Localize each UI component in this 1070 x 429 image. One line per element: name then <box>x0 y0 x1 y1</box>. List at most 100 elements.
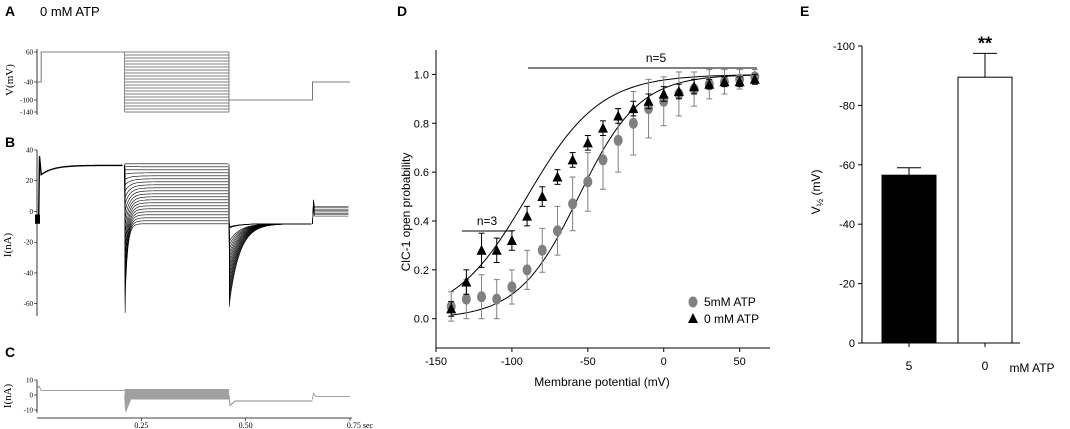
panel-b-step-trace <box>124 165 229 168</box>
panel-d-ytick-label: 0.8 <box>414 118 429 130</box>
panel-c-xtick-label: 0.25 <box>134 421 148 429</box>
panel-b-step-trace <box>124 165 229 221</box>
panel-b-tail-trace <box>228 217 312 228</box>
panel-a-ytick-label: 60 <box>26 49 34 57</box>
panel-b-step-trace <box>124 165 229 181</box>
panel-c-step-spike <box>124 394 132 412</box>
data-point-0mm <box>628 103 639 114</box>
data-point-0mm <box>446 303 457 314</box>
data-point-0mm <box>613 110 624 121</box>
panel-b-step-trace <box>124 165 229 175</box>
panel-d-legend: 5mM ATP 0 mM ATP <box>688 295 759 326</box>
panel-b-leak-band <box>35 214 40 224</box>
data-point-0mm <box>567 154 578 165</box>
panel-d-ytick-label: 0.0 <box>414 314 429 326</box>
panel-b-ytick-label: 20 <box>26 177 34 185</box>
data-point-0mm <box>734 76 745 87</box>
bar-5mm <box>881 174 937 344</box>
panel-d-xtick-label: 50 <box>734 356 746 368</box>
data-point-5mm <box>568 198 578 210</box>
legend-label-0mm: 0 mM ATP <box>704 312 759 326</box>
panel-letter-e: E <box>800 3 809 19</box>
panel-d-xtick-label: -150 <box>425 356 447 368</box>
panel-b-step-trace <box>124 165 229 199</box>
panel-b-post-trace <box>312 208 349 224</box>
panel-b-step-trace <box>124 163 229 166</box>
panel-d-ytick-label: 0.6 <box>414 167 429 179</box>
data-point-5mm <box>492 293 502 305</box>
panel-e-ylabel: V½ (mV) <box>809 170 825 215</box>
data-point-5mm <box>583 176 593 188</box>
panel-e-v-half-bar-chart: V½ (mV) -100 -80 -60 -40 -20 0 5 0 mM ATP ** <box>809 33 1055 375</box>
panel-a-ytick-label: -140 <box>20 109 33 117</box>
panel-b-step-trace <box>124 165 229 273</box>
panel-b-step-trace <box>124 165 229 283</box>
data-point-0mm <box>704 78 715 89</box>
data-point-5mm <box>628 117 638 129</box>
panel-b-step-trace <box>124 165 229 206</box>
data-point-0mm <box>537 191 548 202</box>
data-point-0mm <box>582 137 593 148</box>
panel-e-ytick-label: -40 <box>839 219 855 231</box>
panel-b-current-traces: I(nA) 40 20 0 -20 -40 -60 <box>2 147 349 316</box>
legend-label-5mm: 5mM ATP <box>704 295 756 309</box>
bar-0mm <box>957 76 1013 344</box>
data-point-5mm <box>522 264 532 276</box>
data-point-0mm <box>749 73 760 84</box>
panel-b-post-trace <box>312 203 349 224</box>
data-point-5mm <box>552 225 562 237</box>
panel-e-ytick-label: -60 <box>839 160 855 172</box>
data-point-5mm <box>507 281 517 293</box>
panel-c-tail-trace <box>228 394 313 407</box>
legend-marker-5mm <box>688 296 698 308</box>
legend-marker-0mm <box>688 313 698 323</box>
data-point-0mm <box>658 88 669 99</box>
panel-e-xtick-label: 5 <box>906 359 913 373</box>
panel-a-voltage-protocol: 0 mM ATP V(mV) 60 -40 -100 -140 <box>4 4 350 117</box>
panel-c-post-trace <box>311 392 350 400</box>
panel-b-post-trace <box>312 205 349 224</box>
panel-letter-c: C <box>5 344 15 360</box>
panel-b-tail-trace <box>228 223 312 228</box>
panel-b-tail-trace <box>228 178 312 284</box>
panel-d-xtick-label: 0 <box>661 356 667 368</box>
panel-e-ytick-label: -20 <box>839 279 855 291</box>
panel-b-step-trace <box>124 165 229 186</box>
panel-b-ytick-label: -20 <box>24 239 34 247</box>
panel-b-tail-trace <box>228 214 312 229</box>
panel-b-step-trace <box>124 165 229 192</box>
panel-e-ytick-label: -80 <box>839 100 855 112</box>
data-point-5mm <box>613 134 623 146</box>
data-point-0mm <box>476 244 487 255</box>
panel-d-xtick-label: -100 <box>501 356 523 368</box>
panel-b-post-trace <box>312 199 349 224</box>
significance-stars: ** <box>978 33 992 53</box>
annotation-n3: n=3 <box>477 214 498 228</box>
panel-d-ylabel: ClC-1 open probability <box>399 153 413 272</box>
data-point-5mm <box>461 293 471 305</box>
panel-b-tail-trace <box>228 190 312 266</box>
panel-a-title: 0 mM ATP <box>40 4 100 19</box>
panel-b-step-trace <box>124 165 229 237</box>
data-point-0mm <box>506 235 517 246</box>
panel-e-ytick-label: 0 <box>849 338 855 350</box>
data-point-0mm <box>719 76 730 87</box>
panel-d-ytick-label: 1.0 <box>414 69 429 81</box>
panel-b-step-trace <box>124 165 229 255</box>
panel-e-xtick-label: 0 <box>982 359 989 373</box>
panel-c-ytick-label: 0 <box>30 392 34 400</box>
panel-b-ytick-label: -40 <box>24 269 34 277</box>
panel-b-conditioning-trace <box>37 156 123 220</box>
panel-a-ytick-label: -100 <box>20 97 33 105</box>
data-point-0mm <box>522 210 533 221</box>
panel-letter-a: A <box>5 3 15 19</box>
data-point-0mm <box>598 122 608 133</box>
panel-b-tail-trace <box>228 169 312 298</box>
data-point-0mm <box>689 81 700 92</box>
data-point-5mm <box>537 244 547 256</box>
panel-b-tail-trace <box>228 187 312 271</box>
fit-curve-0mm <box>450 74 758 293</box>
data-point-5mm <box>477 291 487 303</box>
panel-a-ytick-label: -40 <box>24 79 34 87</box>
panel-a-ylabel: V(mV) <box>4 64 16 96</box>
